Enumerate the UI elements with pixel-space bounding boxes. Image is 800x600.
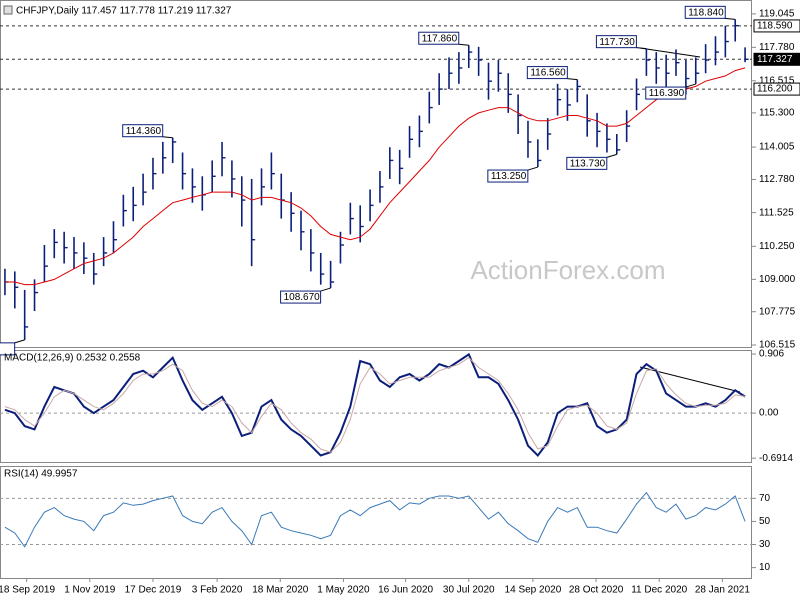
annotation-label: 108.670 <box>284 292 321 303</box>
watermark: ActionForex.com <box>470 255 665 285</box>
annotation-box <box>418 31 460 45</box>
x-tick-label: 1 May 2020 <box>317 585 370 596</box>
annotation-label: 117.860 <box>422 33 458 44</box>
y-tick-label: 116.515 <box>759 75 795 86</box>
y-tick-label: 112.780 <box>759 174 795 185</box>
annotation-label: 118.840 <box>688 7 724 18</box>
annotation-label: 117.730 <box>599 37 635 48</box>
annotation-leader <box>725 17 736 20</box>
moving-average <box>4 67 746 286</box>
title-icon <box>3 5 13 15</box>
annotation-label: 113.730 <box>570 159 606 170</box>
y-tick-label: 10 <box>759 562 771 573</box>
series-line <box>4 357 746 453</box>
x-tick-label: 14 Sep 2020 <box>505 585 562 596</box>
level-label-box <box>753 82 800 96</box>
rsi-panel <box>0 466 752 579</box>
x-tick-label: 28 Jan 2021 <box>695 585 750 596</box>
annotation-label: 114.360 <box>126 126 162 137</box>
y-tick-label: 70 <box>759 493 771 504</box>
annotation-leader <box>685 83 696 88</box>
x-tick-label: 11 Dec 2020 <box>631 585 687 596</box>
annotation-leader <box>162 136 173 139</box>
annotation-label: 113.250 <box>491 171 527 182</box>
y-tick-label: 115.300 <box>759 108 795 119</box>
annotation-box <box>280 290 322 304</box>
plot-layer: 18 Sep 2019 1 Nov 2019 17 Dec 2019 3 Feb 20… <box>0 5 800 596</box>
annotation-leader <box>636 47 647 50</box>
x-tick-label: 28 Oct 2020 <box>569 585 624 596</box>
annotation-leader <box>527 166 538 171</box>
y-tick-label: 50 <box>759 516 771 527</box>
y-tick-label: 0.00 <box>759 408 779 419</box>
y-tick-label: -0.6914 <box>759 453 793 464</box>
price-panel <box>0 0 752 348</box>
level-label: 118.590 <box>757 21 793 32</box>
level-label: 117.327 <box>757 54 793 65</box>
y-tick-label: 30 <box>759 539 771 550</box>
macd-panel <box>0 350 752 463</box>
level-label-box <box>753 19 800 33</box>
series-line <box>4 491 746 548</box>
x-tick-label: 30 Jul 2020 <box>443 585 495 596</box>
y-tick-label: 110.250 <box>759 241 795 252</box>
rsi-title: RSI(14) 49.9957 <box>4 469 78 480</box>
annotation-box <box>595 35 637 49</box>
annotation-box <box>0 342 16 356</box>
annotation-leader <box>458 43 469 46</box>
macd-title: MACD(12,26,9) 0.2532 0.2558 <box>4 353 141 364</box>
annotation-leader <box>320 287 331 292</box>
series-line <box>4 352 746 458</box>
y-tick-label: 119.045 <box>759 9 795 20</box>
y-tick-label: 107.775 <box>759 306 796 317</box>
y-tick-label: 106.515 <box>759 340 796 351</box>
x-tick-label: 17 Dec 2019 <box>125 585 182 596</box>
annotation-label: 116.560 <box>530 68 566 79</box>
level-label-box <box>753 52 800 66</box>
x-tick-label: 3 Feb 2020 <box>192 585 243 596</box>
annotation-leader <box>14 339 25 344</box>
level-label: 116.200 <box>757 84 793 95</box>
trendline <box>639 47 701 58</box>
chart-title: CHFJPY,Daily 117.457 117.778 117.219 117… <box>16 6 232 17</box>
annotation-box <box>526 66 568 80</box>
annotation-box <box>122 124 164 138</box>
y-tick-label: 0.906 <box>759 349 784 360</box>
y-tick-label: 111.525 <box>759 207 794 218</box>
annotation-box <box>487 169 529 183</box>
x-tick-label: 18 Mar 2020 <box>252 585 309 596</box>
annotation-leader <box>606 153 617 158</box>
y-tick-label: 117.780 <box>759 42 795 53</box>
annotation-label: 116.390 <box>649 88 685 99</box>
x-tick-label: 16 Jun 2020 <box>378 585 433 596</box>
y-tick-label: 114.005 <box>759 142 795 153</box>
x-tick-label: 18 Sep 2019 <box>0 585 55 596</box>
annotation-leader <box>567 78 578 81</box>
annotation-box <box>684 5 726 19</box>
annotation-box <box>645 86 687 100</box>
annotation-box <box>566 156 608 170</box>
y-tick-label: 109.000 <box>759 274 796 285</box>
x-tick-label: 1 Nov 2019 <box>64 585 116 596</box>
